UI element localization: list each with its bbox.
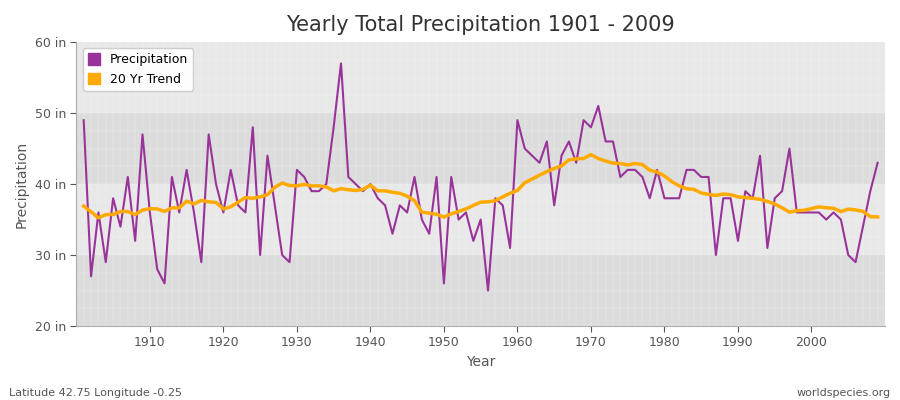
Bar — [76, 255, 885, 326]
20 Yr Trend — [78, 204, 89, 208]
Precipitation — [615, 174, 626, 179]
Y-axis label: Precipitation: Precipitation — [15, 140, 29, 228]
20 Yr Trend — [350, 188, 361, 193]
Bar — [76, 184, 885, 255]
20 Yr Trend — [512, 188, 523, 193]
Legend: Precipitation, 20 Yr Trend: Precipitation, 20 Yr Trend — [83, 48, 194, 91]
Line: Precipitation: Precipitation — [84, 64, 878, 290]
20 Yr Trend — [586, 152, 597, 157]
Precipitation — [519, 146, 530, 151]
20 Yr Trend — [306, 184, 317, 188]
Precipitation — [350, 182, 361, 186]
Precipitation — [872, 160, 883, 165]
Text: Latitude 42.75 Longitude -0.25: Latitude 42.75 Longitude -0.25 — [9, 388, 182, 398]
20 Yr Trend — [872, 214, 883, 219]
Bar — [76, 42, 885, 113]
Precipitation — [137, 132, 148, 137]
Precipitation — [526, 153, 537, 158]
Precipitation — [482, 288, 493, 293]
Precipitation — [299, 174, 310, 179]
Text: worldspecies.org: worldspecies.org — [796, 388, 891, 398]
Precipitation — [336, 61, 346, 66]
Line: 20 Yr Trend: 20 Yr Trend — [84, 155, 878, 218]
Precipitation — [78, 118, 89, 122]
20 Yr Trend — [93, 215, 104, 220]
Bar — [76, 113, 885, 184]
20 Yr Trend — [145, 206, 156, 211]
Title: Yearly Total Precipitation 1901 - 2009: Yearly Total Precipitation 1901 - 2009 — [286, 15, 675, 35]
20 Yr Trend — [519, 180, 530, 185]
X-axis label: Year: Year — [466, 355, 495, 369]
20 Yr Trend — [615, 161, 626, 166]
